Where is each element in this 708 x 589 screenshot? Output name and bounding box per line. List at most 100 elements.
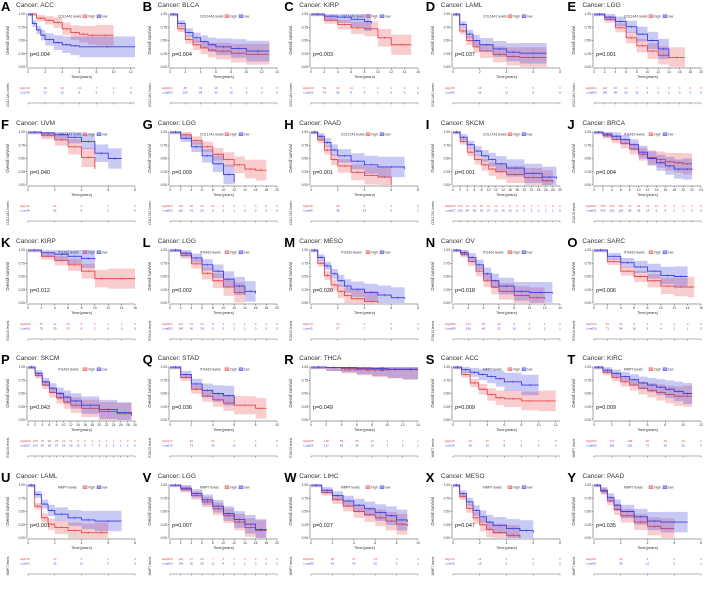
risk-count-high: 0 <box>134 439 136 443</box>
legend-swatch-low <box>379 250 385 254</box>
x-tick-label: 0 <box>452 541 454 545</box>
y-tick-label: 0.25 <box>302 170 309 174</box>
confidence-band-high <box>311 367 419 382</box>
risk-count-low: 16 <box>485 444 489 448</box>
km-plot-svg: MMP7 levels high low 0.00 0.25 0.50 0.75 1.00 Ov… <box>571 366 703 458</box>
risk-table-axis-title: COL17A1 levels <box>289 201 293 225</box>
risk-count-high: 1 <box>530 204 532 208</box>
x-tick-label: 0 <box>452 306 454 310</box>
risk-count-high: 140 <box>309 86 314 90</box>
y-tick-label: 0.50 <box>443 392 450 396</box>
y-tick-label: 0.50 <box>160 156 167 160</box>
legend-label-low: low <box>669 250 675 254</box>
risk-count-high: 41 <box>473 204 477 208</box>
risk-count-high: 3 <box>647 86 649 90</box>
km-series-low <box>594 248 689 288</box>
p-value: p=0.006 <box>596 288 616 294</box>
panel-letter: P <box>1 353 10 368</box>
confidence-band-low <box>452 14 547 65</box>
risk-count-high: 1 <box>674 322 676 326</box>
risk-count-high: 2 <box>391 204 393 208</box>
risk-table-axis-title: COL14A1 levels <box>572 83 576 107</box>
risk-count-low: 34 <box>619 326 623 330</box>
x-tick-label: 0 <box>27 70 29 74</box>
risk-count-high: 24 <box>619 322 623 326</box>
x-tick-label: 4 <box>190 541 192 545</box>
risk-count-low: 175 <box>167 444 172 448</box>
x-axis-title: Time(years) <box>354 310 376 315</box>
survival-curve-high <box>169 249 245 295</box>
risk-count-low: 0 <box>391 90 393 94</box>
risk-count-high: 0 <box>687 322 689 326</box>
legend-swatch-high <box>507 485 512 490</box>
y-tick-label: 0.75 <box>160 25 167 29</box>
risk-count-low: 0 <box>559 90 561 94</box>
risk-count-high: 0 <box>552 204 554 208</box>
x-tick-label: 4 <box>364 188 366 192</box>
x-tick-label: 10 <box>646 70 650 74</box>
risk-count-high: 78 <box>41 439 45 443</box>
risk-count-low: 6 <box>656 208 658 212</box>
x-axis-title: Time(years) <box>637 310 659 315</box>
risk-count-low: 0 <box>276 90 278 94</box>
y-tick-label: 0.25 <box>585 288 592 292</box>
risk-count-low: 60 <box>189 326 193 330</box>
risk-count-high: 6 <box>364 204 366 208</box>
x-tick-label: 0 <box>169 541 171 545</box>
risk-count-low: 30 <box>211 444 215 448</box>
risk-count-low: 12 <box>80 562 84 566</box>
km-plot-svg: COL17A1 levels high low 0.00 0.25 0.50 0.75 1.0… <box>288 130 419 225</box>
km-plot-svg: COL14A1 levels high low 0.00 0.25 0.50 0.75 1.0… <box>5 12 135 107</box>
y-axis-title: Overall survival <box>430 26 435 55</box>
risk-count-high: 0 <box>134 557 136 561</box>
risk-count-high: 0 <box>265 322 267 326</box>
x-tick-label: 16 <box>678 70 682 74</box>
legend-swatch-high <box>649 250 654 254</box>
y-tick-label: 0.00 <box>19 419 26 423</box>
panel-letter: Y <box>567 471 577 486</box>
x-tick-label: 6 <box>350 70 352 74</box>
risk-count-low: 140 <box>603 90 608 94</box>
risk-count-low: 3 <box>658 90 660 94</box>
risk-count-low: 134 <box>178 562 183 566</box>
risk-row-label-high: High <box>586 86 592 90</box>
y-axis-title: Overall survival <box>430 262 435 291</box>
y-tick-label: 0.50 <box>585 274 592 278</box>
y-tick-label: 0.75 <box>302 25 309 29</box>
y-axis: 0.00 0.25 0.50 0.75 1.00 Overall survival <box>571 366 594 423</box>
y-tick-label: 0.00 <box>585 65 592 69</box>
y-tick-label: 1.00 <box>443 366 450 370</box>
x-tick-label: 14 <box>243 188 247 192</box>
risk-count-low: 19 <box>69 444 73 448</box>
risk-row-label-high: High <box>20 322 26 326</box>
risk-count-low: 25 <box>625 90 629 94</box>
risk-row-label-high: High <box>586 322 592 326</box>
km-plot-svg: MMP7 levels high low 0.00 0.25 0.50 0.75 1.00 Ov… <box>430 483 561 576</box>
confidence-band-low <box>169 14 269 63</box>
risk-row-label-low: Low <box>304 444 310 448</box>
risk-count-high: 255 <box>309 439 314 443</box>
risk-count-low: 0 <box>134 326 136 330</box>
panel-title: Cancer: LGG <box>157 119 196 127</box>
y-tick-label: 0.75 <box>302 143 309 147</box>
y-axis: 0.00 0.25 0.50 0.75 1.00 Overall survival <box>430 248 453 305</box>
risk-row-label-low: Low <box>587 562 593 566</box>
risk-count-high: 1 <box>658 86 660 90</box>
x-tick-label: 12 <box>106 306 110 310</box>
risk-count-low: 65 <box>451 90 455 94</box>
confidence-band-high <box>311 249 379 303</box>
km-panel-f: F Cancer: UVM COL14A1 levels high low 0.00 0.2… <box>0 118 142 236</box>
x-tick-label: 10 <box>386 423 390 427</box>
confidence-band-high <box>594 14 686 67</box>
p-value: p=0.009 <box>172 170 192 176</box>
panel-title: Cancer: THCA <box>299 355 342 363</box>
x-tick-label: 0 <box>310 306 312 310</box>
risk-row-label-low: Low <box>445 562 451 566</box>
risk-count-low: 15 <box>374 562 378 566</box>
confidence-band-high <box>311 14 412 57</box>
km-series-low <box>311 366 419 381</box>
risk-count-low: 11 <box>505 90 508 94</box>
risk-count-high: 189 <box>450 322 455 326</box>
legend-title: MMP7 levels <box>483 486 502 490</box>
